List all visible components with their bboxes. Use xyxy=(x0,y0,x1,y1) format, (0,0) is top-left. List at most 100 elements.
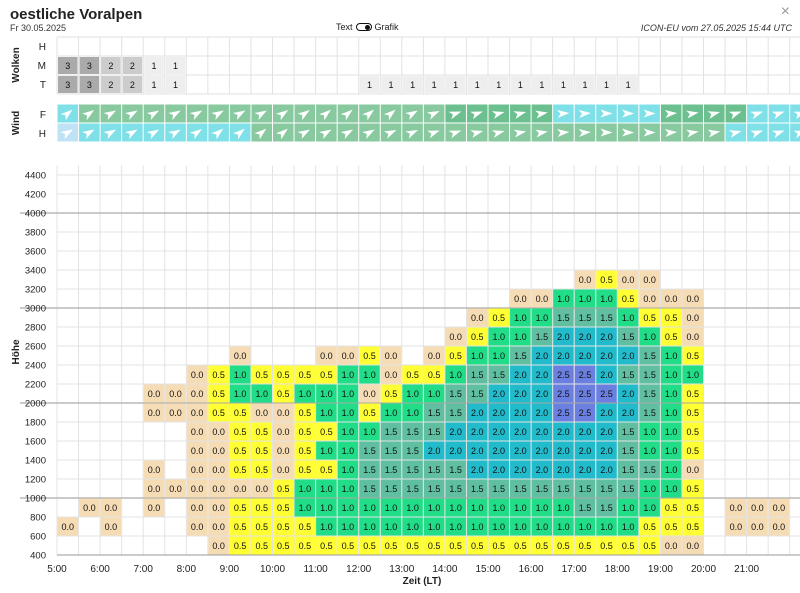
lift-cell xyxy=(574,403,596,422)
lift-cell xyxy=(143,403,165,422)
lift-cell xyxy=(531,517,553,536)
lift-value: 1.0 xyxy=(665,408,678,418)
lift-value: 0.0 xyxy=(169,389,182,399)
lift-cell xyxy=(531,365,553,384)
x-tick-label: 8:00 xyxy=(177,564,197,575)
lift-value: 1.0 xyxy=(536,503,549,513)
lift-value: 1.0 xyxy=(449,522,462,532)
cloud-cell xyxy=(467,76,487,93)
lift-cell xyxy=(57,517,79,536)
cloud-value: 3 xyxy=(65,61,70,71)
lift-value: 2.0 xyxy=(557,446,570,456)
lift-cell xyxy=(316,403,337,422)
lift-value: 0.0 xyxy=(191,427,204,437)
lift-cell xyxy=(596,517,617,536)
wind-arrow-icon xyxy=(750,111,764,120)
lift-value: 1.0 xyxy=(428,389,441,399)
lift-cell xyxy=(273,498,294,517)
lift-cell xyxy=(639,270,660,289)
lift-cell xyxy=(229,403,251,422)
lift-cell xyxy=(574,384,596,403)
lift-value: 1.5 xyxy=(622,370,635,380)
cloud-cell xyxy=(489,76,509,93)
lift-cell xyxy=(445,327,466,346)
wind-arrow-icon xyxy=(448,111,462,120)
lift-value: 0.5 xyxy=(299,446,312,456)
cloud-cell xyxy=(553,76,574,93)
y-axis-label: Höhe xyxy=(11,339,22,364)
lift-value: 2.0 xyxy=(449,427,462,437)
lift-value: 0.0 xyxy=(191,389,204,399)
view-toggle[interactable]: Text Grafik xyxy=(336,22,399,32)
lift-cell xyxy=(229,441,251,460)
wind-arrow-icon xyxy=(319,129,332,139)
lift-value: 0.5 xyxy=(385,389,398,399)
close-icon[interactable]: × xyxy=(780,3,790,20)
lift-cell xyxy=(337,422,359,441)
lift-value: 2.0 xyxy=(600,465,613,475)
lift-value: 1.0 xyxy=(493,503,506,513)
cloud-value: 1 xyxy=(389,80,394,90)
lift-value: 1.5 xyxy=(385,465,398,475)
lift-cell xyxy=(531,308,553,327)
lift-cell xyxy=(660,384,682,403)
wind-arrow-icon xyxy=(146,110,160,120)
lift-cell xyxy=(660,422,682,441)
wind-arrow-icon xyxy=(189,129,202,140)
lift-cell xyxy=(143,479,165,498)
lift-value: 0.5 xyxy=(320,427,333,437)
wind-arrow-icon xyxy=(513,129,527,138)
toggle-switch-icon[interactable] xyxy=(355,23,372,31)
lift-value: 0.5 xyxy=(234,408,247,418)
lift-cell xyxy=(488,308,510,327)
lift-value: 0.0 xyxy=(428,351,441,361)
lift-value: 2.5 xyxy=(579,370,592,380)
lift-value: 1.0 xyxy=(686,370,699,380)
lift-value: 0.5 xyxy=(449,351,462,361)
lift-value: 2.0 xyxy=(579,465,592,475)
lift-value: 2.0 xyxy=(514,446,527,456)
lift-value: 1.0 xyxy=(385,408,398,418)
wind-arrow-icon xyxy=(707,129,721,138)
lift-value: 2.0 xyxy=(536,427,549,437)
lift-cell xyxy=(510,384,531,403)
lift-cell xyxy=(596,498,617,517)
x-tick-label: 19:00 xyxy=(648,564,673,575)
lift-value: 2.0 xyxy=(514,370,527,380)
lift-cell xyxy=(423,536,445,555)
lift-cell xyxy=(660,498,682,517)
y-tick-label: 3000 xyxy=(25,304,46,315)
lift-cell xyxy=(402,536,423,555)
lift-cell xyxy=(510,479,531,498)
cloud-value: 3 xyxy=(87,61,92,71)
y-tick-label: 2000 xyxy=(25,399,46,410)
lift-cell xyxy=(208,403,229,422)
lift-value: 1.5 xyxy=(363,465,376,475)
lift-cell xyxy=(596,384,617,403)
y-tick-label: 2200 xyxy=(25,380,46,391)
lift-cell xyxy=(510,498,531,517)
lift-value: 2.0 xyxy=(600,332,613,342)
x-tick-label: 20:00 xyxy=(691,564,716,575)
wind-arrow-icon xyxy=(254,128,267,140)
lift-value: 1.0 xyxy=(234,370,247,380)
wind-arrow-icon xyxy=(707,111,721,119)
wind-arrow-icon xyxy=(470,130,484,138)
lift-value: 1.0 xyxy=(449,503,462,513)
lift-value: 0.0 xyxy=(212,427,225,437)
lift-cell xyxy=(380,346,402,365)
lift-cell xyxy=(682,346,703,365)
lift-cell xyxy=(251,365,272,384)
lift-cell xyxy=(574,327,596,346)
lift-value: 2.5 xyxy=(579,389,592,399)
lift-value: 1.0 xyxy=(363,427,376,437)
wind-arrow-icon xyxy=(513,111,527,119)
lift-value: 0.5 xyxy=(471,332,484,342)
lift-value: 0.5 xyxy=(686,484,699,494)
lift-value: 1.5 xyxy=(536,484,549,494)
toggle-graphic-label: Grafik xyxy=(374,22,399,32)
lift-value: 1.0 xyxy=(493,522,506,532)
lift-cell xyxy=(337,460,359,479)
lift-value: 0.0 xyxy=(169,484,182,494)
wind-arrow-icon xyxy=(578,129,591,138)
